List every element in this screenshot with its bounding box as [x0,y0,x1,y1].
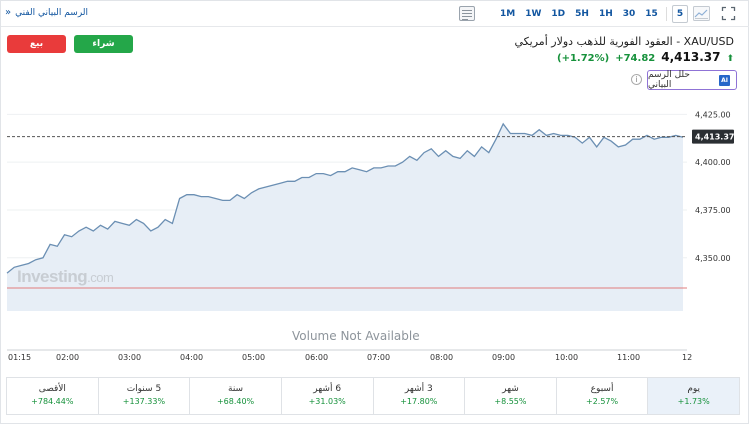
chart-type-icon[interactable] [693,6,710,21]
period-label: شهر [502,384,519,394]
y-tick-label: 4,400.00 [695,158,731,167]
chart-toolbar: » الرسم البياني الفني 1M1W1D5H1H301551 [1,1,749,27]
range-button-5[interactable]: 5 [671,5,689,23]
period-change: +2.57% [586,397,619,406]
x-tick-label: 07:00 [367,353,390,362]
range-button-1M[interactable]: 1M [500,9,516,19]
double-chevron-icon: » [5,7,12,18]
price-line [6,122,684,274]
y-tick-label: 4,350.00 [695,254,731,263]
period-change: +31.03% [308,397,346,406]
info-icon[interactable]: i [631,74,642,85]
analyze-chart-button[interactable]: حلل الرسم البياني AI [647,70,737,90]
x-tick-label: 05:00 [242,353,265,362]
y-tick-label: 4,375.00 [695,206,731,215]
period-0[interactable]: يوم +1.73% [647,378,739,414]
period-5[interactable]: سنة +68.40% [189,378,281,414]
price-chart[interactable]: 4,425.00 4,400.00 4,375.00 4,350.00 4,413.37… [1,96,749,366]
x-tick-label: 12 [682,353,692,362]
last-price: 4,413.37 [661,50,721,64]
range-button-1H[interactable]: 1H [598,9,613,19]
performance-periods: يوم +1.73% أسبوع +2.57% شهر +8.55% 3 أشهر +17.8… [6,377,740,415]
change-percent: (+1.72%) [557,53,610,64]
ai-icon: AI [719,74,730,86]
period-1[interactable]: أسبوع +2.57% [555,378,648,414]
period-label: أسبوع [590,384,614,394]
period-change: +8.55% [494,397,527,406]
period-change: +784.44% [31,397,74,406]
last-price-tag-label: 4,413.37 [695,133,734,142]
instrument-title: XAU/USD - العقود الفورية للذهب دولار أمر… [514,35,734,48]
period-4[interactable]: 6 أشهر +31.03% [280,378,373,414]
x-tick-label: 09:00 [492,353,515,362]
period-change: +137.33% [122,397,166,406]
last-price-tag [692,129,734,144]
x-tick-label: 10:00 [555,353,578,362]
y-tick-label: 4,425.00 [695,110,731,119]
period-label: سنة [228,384,244,394]
volume-not-available: Volume Not Available [292,329,420,343]
period-3[interactable]: 3 أشهر +17.80% [372,378,465,414]
up-arrow-icon: ⬆ [726,54,734,64]
range-button-30[interactable]: 30 [622,9,636,19]
period-label: يوم [687,384,701,394]
range-button-15[interactable]: 15 [645,9,658,19]
x-tick-label: 06:00 [305,353,328,362]
period-change: +1.73% [677,397,710,406]
x-tick-label: 11:00 [617,353,640,362]
expand-icon[interactable] [721,6,736,21]
full-chart-link[interactable]: » الرسم البياني الفني [5,7,88,18]
x-tick-label: 01:15 [8,353,31,362]
range-button-5H[interactable]: 5H [575,9,589,19]
period-label: 5 سنوات [126,384,162,394]
period-7[interactable]: الأقصى +784.44% [7,378,98,414]
period-label: 6 أشهر [313,384,342,394]
x-tick-label: 04:00 [180,353,203,362]
period-label: الأقصى [38,384,66,394]
price-area [7,123,683,312]
range-separator [665,7,667,21]
watermark-text: Investing [17,267,88,286]
analyze-chart-label: حلل الرسم البياني [648,70,690,90]
range-button-1D[interactable]: 1D [551,9,566,19]
period-6[interactable]: 5 سنوات +137.33% [97,378,190,414]
x-tick-label: 02:00 [56,353,79,362]
period-label: 3 أشهر [404,384,433,394]
investing-watermark: Investing.com [17,267,114,287]
period-2[interactable]: شهر +8.55% [464,378,556,414]
time-range-selector: 1M1W1D5H1H301551 [495,5,706,23]
range-button-1W[interactable]: 1W [525,9,542,19]
sell-button[interactable]: بيع [7,35,66,53]
period-change: +17.80% [400,397,438,406]
watermark-suffix: .com [87,270,114,285]
x-tick-label: 03:00 [118,353,141,362]
buy-button[interactable]: شراء [74,35,133,53]
price-summary: (+1.72%) +74.82 4,413.37 ⬆ [557,50,734,64]
change-value: +74.82 [615,53,656,64]
full-chart-label: الرسم البياني الفني [15,7,89,18]
x-tick-label: 08:00 [430,353,453,362]
period-change: +68.40% [216,397,255,406]
table-view-icon[interactable] [459,6,475,21]
